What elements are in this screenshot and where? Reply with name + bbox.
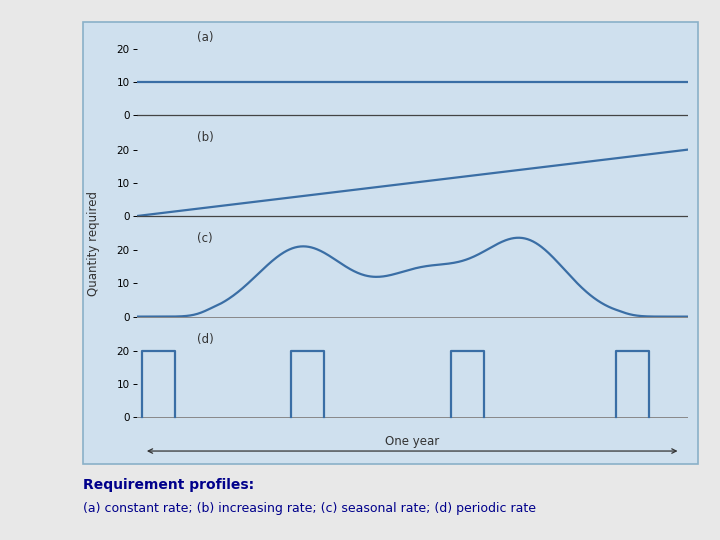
Text: One year: One year: [385, 435, 439, 448]
Text: (a): (a): [197, 31, 214, 44]
Text: (c): (c): [197, 232, 213, 245]
Text: Quantity required: Quantity required: [87, 191, 100, 295]
Text: (d): (d): [197, 333, 214, 346]
Text: (b): (b): [197, 131, 214, 144]
Text: Requirement profiles:: Requirement profiles:: [83, 478, 254, 492]
Text: (a) constant rate; (b) increasing rate; (c) seasonal rate; (d) periodic rate: (a) constant rate; (b) increasing rate; …: [83, 502, 536, 515]
